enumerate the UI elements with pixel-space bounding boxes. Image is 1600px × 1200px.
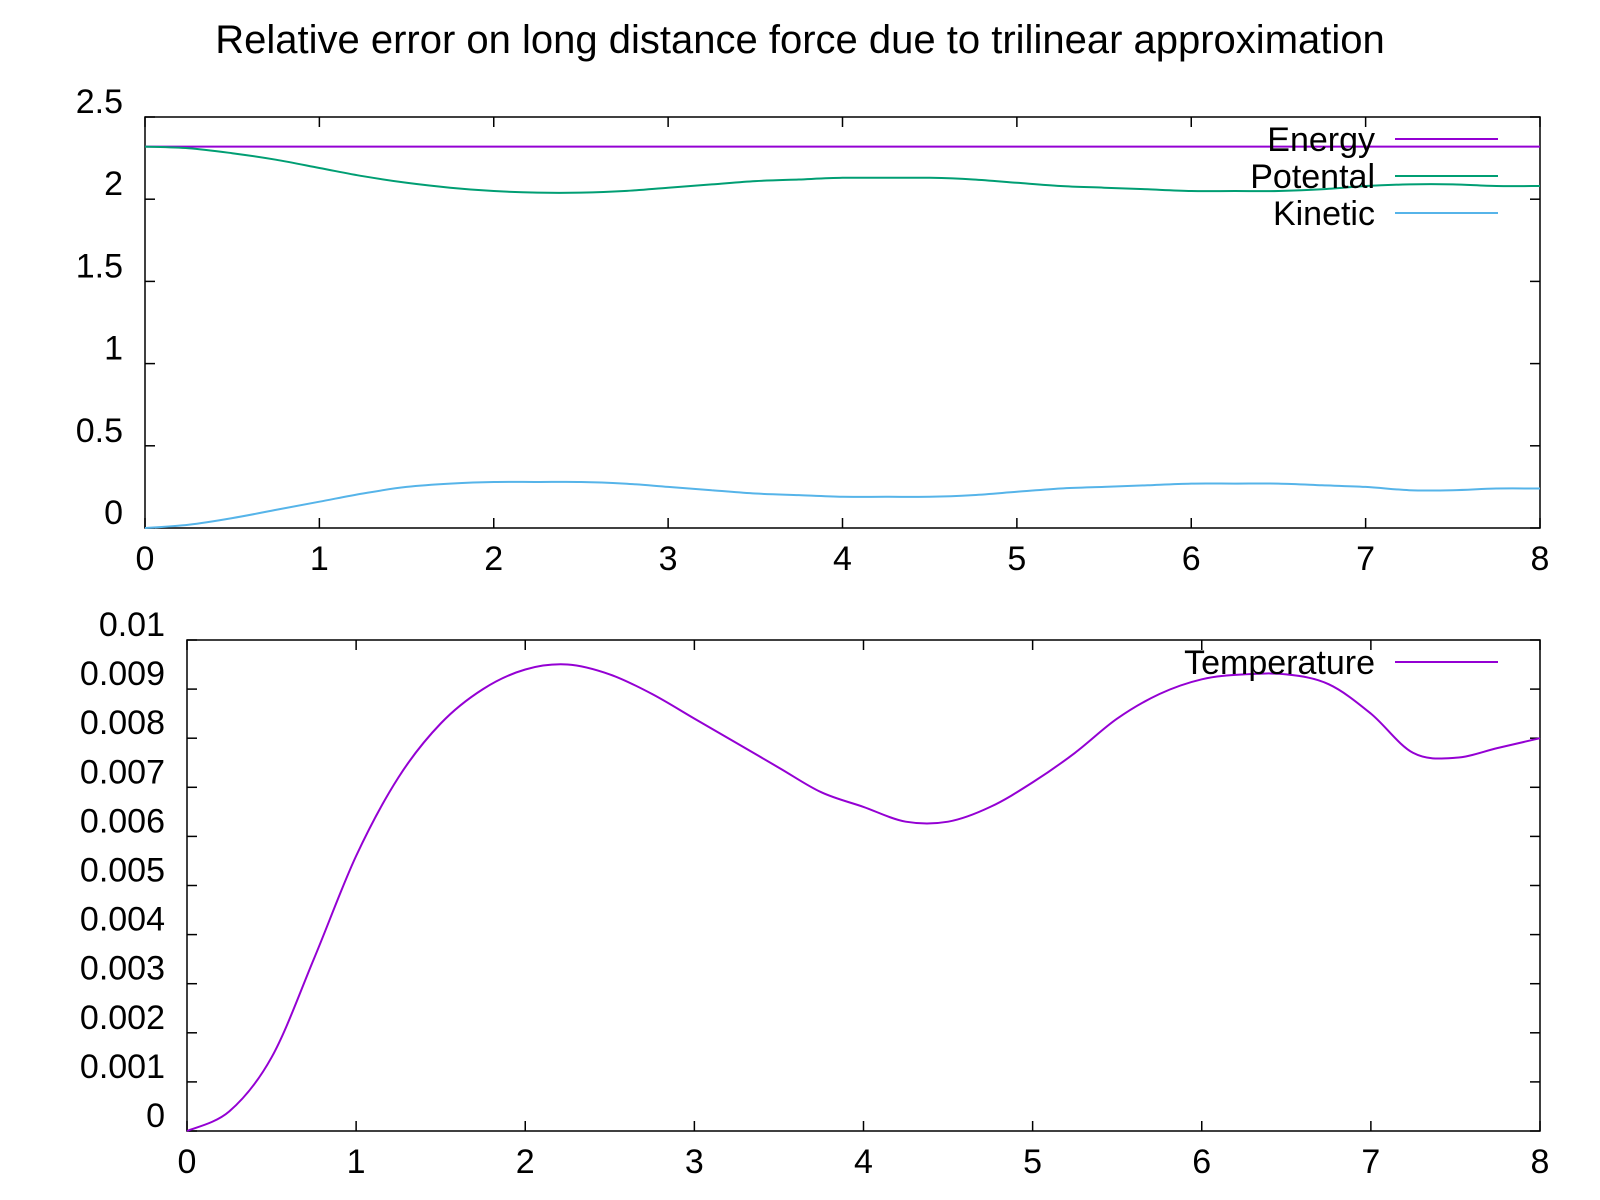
y-tick-label: 0	[104, 494, 123, 532]
x-tick-label: 1	[310, 540, 329, 578]
plot-frame	[186, 639, 1541, 1132]
y-tick-label: 0.008	[80, 704, 165, 742]
y-tick-label: 0.01	[99, 606, 165, 644]
x-tick-label: 1	[347, 1143, 366, 1181]
x-tick-label: 4	[854, 1143, 873, 1181]
x-tick-label: 6	[1192, 1143, 1211, 1181]
panel-temperature: 0 1 2 3 4 5 6 7 8 0 0.001 0.002 0.003 0.004 0.005 0.006…	[80, 606, 1550, 1181]
y-tick-label: 0.002	[80, 999, 165, 1037]
x-tick-label: 6	[1182, 540, 1201, 578]
legend-label: Energy	[1267, 121, 1375, 159]
x-tick-label: 5	[1007, 540, 1026, 578]
x-tick-label: 8	[1531, 1143, 1550, 1181]
x-tick-label: 0	[136, 540, 155, 578]
x-tick-label: 3	[685, 1143, 704, 1181]
x-tick-label: 8	[1531, 540, 1550, 578]
y-tick-label: 0.004	[80, 901, 165, 939]
x-tick-label: 0	[178, 1143, 197, 1181]
panel-energy: 0 1 2 3 4 5 6 7 8 0 0.5 1 1.5 2 2.5 EnergyPotentalKinet…	[76, 83, 1550, 578]
x-tick-label: 3	[659, 540, 678, 578]
legend-label: Temperature	[1184, 644, 1375, 682]
legend-label: Potental	[1250, 158, 1375, 196]
y-tick-label: 2	[104, 165, 123, 203]
y-tick-label: 0.005	[80, 852, 165, 890]
x-tick-label: 4	[833, 540, 852, 578]
y-tick-label: 0	[146, 1097, 165, 1135]
y-tick-label: 0.009	[80, 655, 165, 693]
legend-label: Kinetic	[1273, 195, 1375, 233]
x-tick-label: 2	[484, 540, 503, 578]
y-tick-label: 1	[104, 330, 123, 368]
y-tick-label: 0.007	[80, 753, 165, 791]
x-tick-label: 2	[516, 1143, 535, 1181]
x-tick-label: 7	[1361, 1143, 1380, 1181]
y-tick-label: 2.5	[76, 83, 123, 121]
series-line-potental	[144, 145, 1541, 194]
series-line-temperature	[186, 663, 1541, 1132]
chart-title: Relative error on long distance force du…	[215, 18, 1385, 62]
series-line-kinetic	[144, 480, 1541, 529]
y-tick-label: 0.5	[76, 412, 123, 450]
y-tick-label: 1.5	[76, 247, 123, 285]
y-tick-label: 0.001	[80, 1048, 165, 1086]
y-tick-label: 0.003	[80, 950, 165, 988]
x-tick-label: 5	[1023, 1143, 1042, 1181]
y-tick-label: 0.006	[80, 802, 165, 840]
x-tick-label: 7	[1356, 540, 1375, 578]
